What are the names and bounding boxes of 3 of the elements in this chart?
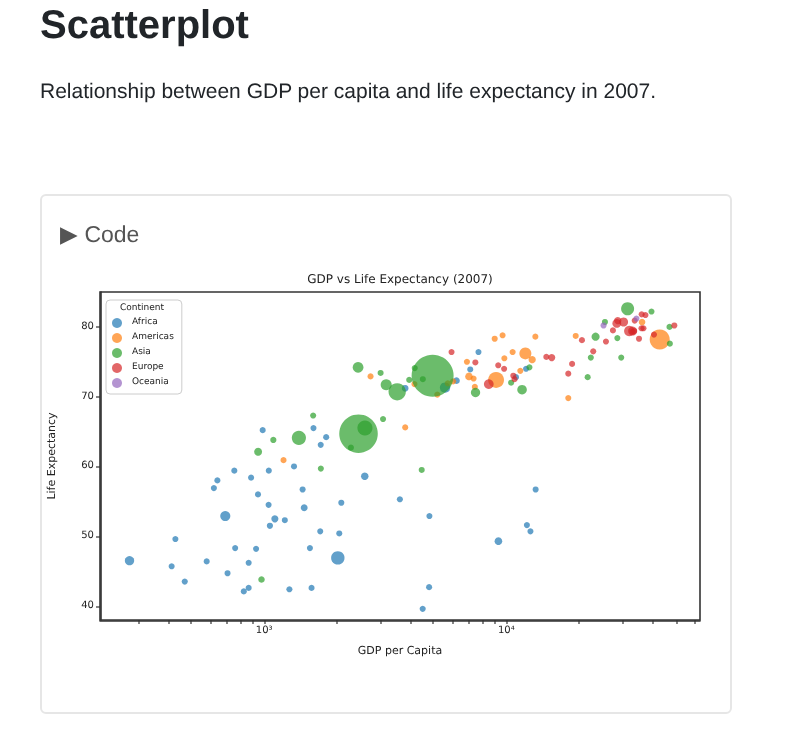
text: ▶ Code	[60, 222, 140, 248]
text: Relationship between GDP per capita and life expectancy in 2007.	[40, 80, 657, 104]
text: Scatterplot	[40, 4, 249, 50]
